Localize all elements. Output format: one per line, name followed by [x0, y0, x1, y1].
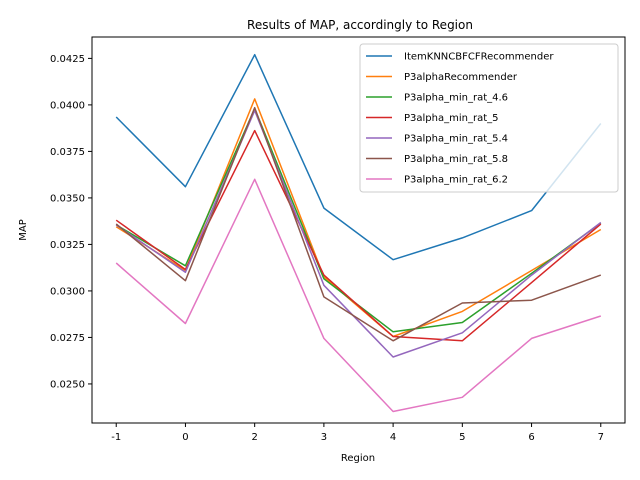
y-tick-label: 0.0275: [50, 333, 85, 344]
x-tick-label: -1: [111, 432, 121, 443]
legend-label: P3alpha_min_rat_6.2: [404, 175, 508, 186]
legend-label: P3alpha_min_rat_4.6: [404, 93, 508, 104]
y-tick-label: 0.0425: [50, 54, 85, 65]
y-tick-label: 0.0350: [50, 193, 85, 204]
legend-label: P3alpha_min_rat_5.4: [404, 134, 508, 145]
chart-title: Results of MAP, accordingly to Region: [247, 18, 473, 32]
y-axis-label: MAP: [18, 219, 29, 241]
series-line-5: [115, 109, 602, 358]
x-tick-label: 6: [528, 432, 534, 443]
y-tick-label: 0.0325: [50, 240, 85, 251]
y-axis: 0.0250 0.0275 0.0300 0.0325 0.0350 0.0375 0.04…: [50, 54, 92, 390]
y-tick-label: 0.0250: [50, 379, 85, 390]
plot-frame: [91, 36, 626, 424]
x-tick-label: 7: [598, 432, 604, 443]
y-tick-label: 0.0375: [50, 147, 85, 158]
y-tick-label: 0.0300: [50, 286, 85, 297]
x-tick-label: 0: [182, 432, 188, 443]
y-tick-label: 0.0400: [50, 100, 85, 111]
legend-label: ItemKNNCBFCFRecommender: [404, 52, 554, 63]
legend-frame: [359, 43, 619, 193]
legend: ItemKNNCBFCFRecommender P3alphaRecommende…: [359, 43, 619, 193]
plot-lines: [115, 53, 602, 413]
series-line-7: [115, 178, 602, 413]
legend-label: P3alpha_min_rat_5: [404, 113, 499, 124]
series-line-6: [115, 106, 602, 342]
legend-label: P3alpha_min_rat_5.8: [404, 154, 508, 165]
x-tick-label: 3: [321, 432, 327, 443]
x-tick-label: 4: [390, 432, 396, 443]
legend-label: P3alphaRecommender: [404, 72, 518, 83]
x-tick-label: 5: [459, 432, 465, 443]
x-axis-label: Region: [341, 453, 375, 464]
series-line-1: [115, 53, 602, 261]
x-tick-label: 2: [251, 432, 257, 443]
x-axis: -1 0 2 3 4 5 6 7: [111, 423, 604, 443]
